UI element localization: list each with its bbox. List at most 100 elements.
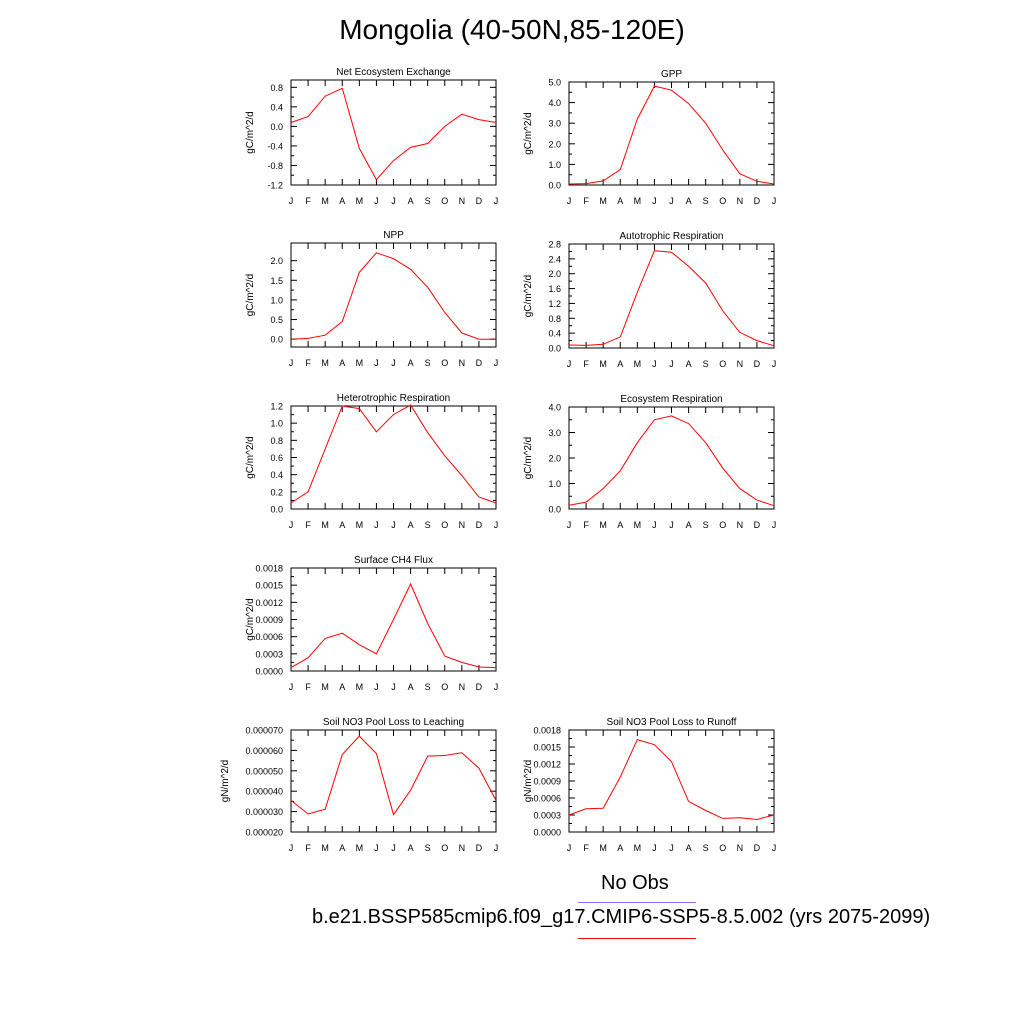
x-tick-label: D (754, 843, 761, 853)
y-tick-label: 0.0003 (255, 649, 283, 659)
x-tick-label: M (321, 520, 329, 530)
x-tick-label: M (356, 358, 364, 368)
x-tick-label: S (425, 843, 431, 853)
x-tick-label: J (494, 843, 499, 853)
x-tick-label: J (652, 359, 657, 369)
x-tick-label: M (356, 196, 364, 206)
y-tick-label: 0.0 (548, 505, 561, 515)
x-tick-label: J (391, 358, 396, 368)
x-tick-label: J (494, 520, 499, 530)
x-tick-label: J (669, 359, 674, 369)
x-tick-label: D (476, 843, 483, 853)
x-tick-label: O (719, 520, 726, 530)
y-tick-label: 0.000070 (245, 726, 283, 736)
y-tick-label: 0.0012 (255, 598, 283, 608)
legend-obs-line (578, 902, 696, 903)
y-axis-label: gC/m^2/d (245, 598, 256, 641)
y-tick-label: 0.0000 (255, 667, 283, 677)
y-tick-label: 0.2 (270, 487, 283, 497)
x-tick-label: J (391, 196, 396, 206)
y-tick-label: 0.5 (270, 315, 283, 325)
panel-title: GPP (661, 69, 682, 80)
x-tick-label: J (494, 358, 499, 368)
x-tick-label: J (772, 520, 777, 530)
x-tick-label: A (408, 196, 414, 206)
x-tick-label: J (289, 843, 294, 853)
y-tick-label: 0.8 (270, 83, 283, 93)
panel-title: NPP (383, 230, 404, 241)
x-tick-label: J (374, 682, 379, 692)
y-tick-label: 0.000060 (245, 746, 283, 756)
figure-title: Mongolia (40-50N,85-120E) (339, 14, 685, 45)
y-tick-label: 0.0 (270, 122, 283, 132)
x-tick-label: S (703, 843, 709, 853)
series-line (290, 404, 497, 504)
y-tick-label: 0.0015 (255, 581, 283, 591)
y-tick-label: -0.8 (267, 161, 283, 171)
y-tick-label: -1.2 (267, 181, 283, 191)
x-tick-label: J (652, 843, 657, 853)
x-tick-label: O (719, 843, 726, 853)
x-tick-label: F (583, 520, 589, 530)
plot-frame (290, 79, 497, 186)
y-tick-label: 0.0012 (533, 760, 561, 770)
y-tick-label: 0.0018 (533, 726, 561, 736)
x-tick-label: A (339, 843, 345, 853)
x-tick-label: S (425, 358, 431, 368)
x-tick-label: N (459, 196, 466, 206)
x-tick-label: A (339, 358, 345, 368)
plot-frame (568, 243, 775, 349)
plot-frame (568, 81, 775, 186)
x-tick-label: J (374, 520, 379, 530)
x-tick-label: M (634, 359, 642, 369)
x-tick-label: M (321, 682, 329, 692)
y-axis-label: gN/m^2/d (523, 760, 534, 803)
y-tick-label: 1.2 (548, 299, 561, 309)
x-tick-label: S (425, 520, 431, 530)
x-tick-label: S (703, 196, 709, 206)
x-tick-label: D (754, 196, 761, 206)
x-tick-label: J (567, 843, 572, 853)
x-tick-label: O (719, 359, 726, 369)
x-tick-label: M (599, 520, 607, 530)
x-tick-label: J (567, 196, 572, 206)
y-tick-label: 0.8 (270, 436, 283, 446)
x-tick-label: F (305, 358, 311, 368)
x-tick-label: A (686, 196, 692, 206)
x-tick-label: O (441, 358, 448, 368)
series-line (568, 415, 775, 507)
x-tick-label: M (321, 358, 329, 368)
x-tick-label: N (459, 358, 466, 368)
y-tick-label: 1.5 (270, 276, 283, 286)
plot-frame (290, 729, 497, 833)
y-tick-label: 1.0 (548, 479, 561, 489)
y-tick-label: 2.8 (548, 240, 561, 250)
series-line (290, 252, 496, 340)
x-tick-label: D (754, 359, 761, 369)
y-tick-label: 0.4 (548, 329, 561, 339)
x-tick-label: N (737, 359, 744, 369)
x-tick-label: M (599, 359, 607, 369)
y-tick-label: 0.8 (548, 314, 561, 324)
y-tick-label: 0.4 (270, 470, 283, 480)
x-tick-label: O (441, 843, 448, 853)
x-tick-label: M (634, 520, 642, 530)
x-tick-label: J (289, 682, 294, 692)
x-tick-label: A (617, 196, 623, 206)
y-tick-label: 0.0006 (255, 632, 283, 642)
x-tick-label: J (772, 359, 777, 369)
x-tick-label: J (374, 843, 379, 853)
y-tick-label: 0.0 (270, 505, 283, 515)
x-tick-label: A (408, 682, 414, 692)
x-tick-label: J (374, 358, 379, 368)
legend-model-line (578, 938, 696, 939)
series-line (290, 87, 497, 181)
x-tick-label: A (339, 520, 345, 530)
y-tick-label: 0.0000 (533, 828, 561, 838)
y-tick-label: 0.6 (270, 453, 283, 463)
